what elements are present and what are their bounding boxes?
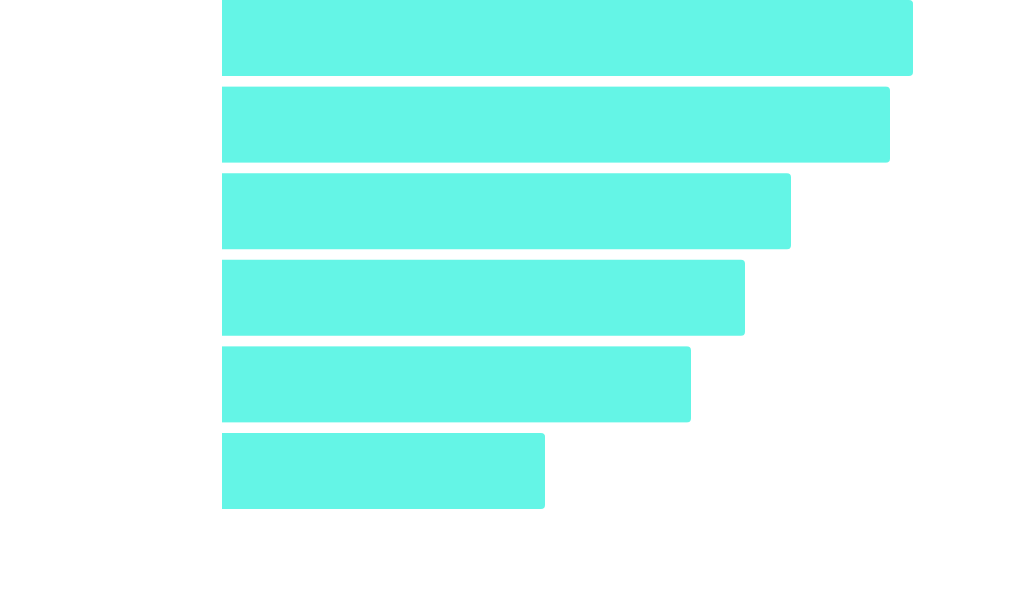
bar <box>222 433 545 509</box>
bar <box>222 346 691 423</box>
bar <box>222 0 913 76</box>
bar <box>222 173 791 250</box>
bar <box>222 259 745 336</box>
bar <box>222 86 890 163</box>
